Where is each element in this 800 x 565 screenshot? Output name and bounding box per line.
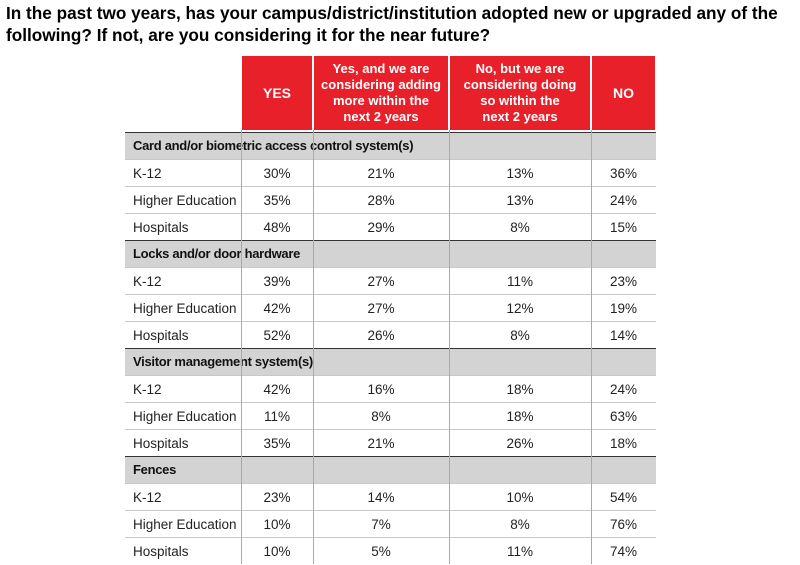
- value-cell: 10%: [506, 490, 534, 505]
- column-header-1: YES: [242, 56, 312, 130]
- category-label: Card and/or biometric access control sys…: [133, 138, 414, 153]
- column-divider: [241, 130, 242, 564]
- value-cell: 12%: [506, 301, 534, 316]
- data-table: YES Yes, and we are considering adding mo…: [125, 56, 656, 564]
- value-cell: 52%: [263, 328, 291, 343]
- value-cell: 26%: [367, 328, 395, 343]
- value-cell: 13%: [506, 166, 534, 181]
- value-cell: 29%: [367, 220, 395, 235]
- table-row: K-12 39% 27% 11% 23%: [125, 267, 656, 294]
- value-cell: 24%: [609, 193, 638, 208]
- column-header-4: NO: [592, 56, 655, 130]
- value-cell: 11%: [506, 274, 534, 289]
- value-cell: 14%: [609, 328, 638, 343]
- value-cell: 63%: [609, 409, 638, 424]
- value-cell: 74%: [609, 544, 638, 559]
- row-label: Higher Education: [133, 193, 237, 208]
- value-cell: 35%: [263, 436, 291, 451]
- column-divider: [313, 130, 314, 564]
- value-cell: 8%: [510, 220, 530, 235]
- column-header-2: Yes, and we are considering adding more …: [314, 56, 448, 130]
- value-cell: 14%: [367, 490, 395, 505]
- column-header-3: No, but we are considering doing so with…: [450, 56, 590, 130]
- value-cell: 8%: [510, 517, 530, 532]
- value-cell: 76%: [609, 517, 638, 532]
- table-row: K-12 42% 16% 18% 24%: [125, 375, 656, 402]
- row-label: Higher Education: [133, 409, 237, 424]
- table-row: Hospitals 10% 5% 11% 74%: [125, 537, 656, 564]
- category-label: Fences: [133, 462, 177, 477]
- value-cell: 16%: [367, 382, 395, 397]
- value-cell: 48%: [263, 220, 291, 235]
- row-label: Higher Education: [133, 301, 237, 316]
- row-label: K-12: [133, 166, 162, 181]
- column-divider: [591, 130, 592, 564]
- value-cell: 24%: [609, 382, 638, 397]
- chart-title: In the past two years, has your campus/d…: [6, 3, 778, 45]
- row-label: K-12: [133, 382, 162, 397]
- value-cell: 36%: [609, 166, 638, 181]
- value-cell: 42%: [263, 382, 291, 397]
- table-row: K-12 23% 14% 10% 54%: [125, 483, 656, 510]
- row-label: Higher Education: [133, 517, 237, 532]
- value-cell: 11%: [263, 409, 291, 424]
- value-cell: 21%: [367, 166, 395, 181]
- category-row: Card and/or biometric access control sys…: [125, 132, 656, 159]
- value-cell: 39%: [263, 274, 291, 289]
- value-cell: 5%: [371, 544, 391, 559]
- value-cell: 7%: [371, 517, 391, 532]
- value-cell: 42%: [263, 301, 291, 316]
- row-label: Hospitals: [133, 220, 189, 235]
- category-label: Locks and/or door hardware: [133, 246, 301, 261]
- value-cell: 18%: [609, 436, 638, 451]
- value-cell: 13%: [506, 193, 534, 208]
- value-cell: 54%: [609, 490, 638, 505]
- value-cell: 10%: [263, 544, 291, 559]
- row-label: Hospitals: [133, 544, 189, 559]
- row-label: K-12: [133, 274, 162, 289]
- table-row: Higher Education 35% 28% 13% 24%: [125, 186, 656, 213]
- row-label: Hospitals: [133, 328, 189, 343]
- value-cell: 35%: [263, 193, 291, 208]
- value-cell: 21%: [367, 436, 395, 451]
- value-cell: 18%: [506, 382, 534, 397]
- category-row: Visitor management system(s): [125, 348, 656, 375]
- value-cell: 23%: [263, 490, 291, 505]
- table-row: Higher Education 10% 7% 8% 76%: [125, 510, 656, 537]
- value-cell: 28%: [367, 193, 395, 208]
- value-cell: 18%: [506, 409, 534, 424]
- table-row: Hospitals 35% 21% 26% 18%: [125, 429, 656, 456]
- table-row: Higher Education 42% 27% 12% 19%: [125, 294, 656, 321]
- table-row: Higher Education 11% 8% 18% 63%: [125, 402, 656, 429]
- value-cell: 11%: [506, 544, 534, 559]
- row-label: Hospitals: [133, 436, 189, 451]
- value-cell: 30%: [263, 166, 291, 181]
- value-cell: 23%: [609, 274, 638, 289]
- table-row: Hospitals 48% 29% 8% 15%: [125, 213, 656, 240]
- value-cell: 26%: [506, 436, 534, 451]
- value-cell: 19%: [609, 301, 638, 316]
- category-label: Visitor management system(s): [133, 354, 313, 369]
- value-cell: 8%: [371, 409, 391, 424]
- table-row: K-12 30% 21% 13% 36%: [125, 159, 656, 186]
- value-cell: 8%: [510, 328, 530, 343]
- value-cell: 15%: [609, 220, 638, 235]
- column-divider: [449, 130, 450, 564]
- table-row: Hospitals 52% 26% 8% 14%: [125, 321, 656, 348]
- value-cell: 27%: [367, 301, 395, 316]
- row-label: K-12: [133, 490, 162, 505]
- category-row: Locks and/or door hardware: [125, 240, 656, 267]
- value-cell: 27%: [367, 274, 395, 289]
- value-cell: 10%: [263, 517, 291, 532]
- category-row: Fences: [125, 456, 656, 483]
